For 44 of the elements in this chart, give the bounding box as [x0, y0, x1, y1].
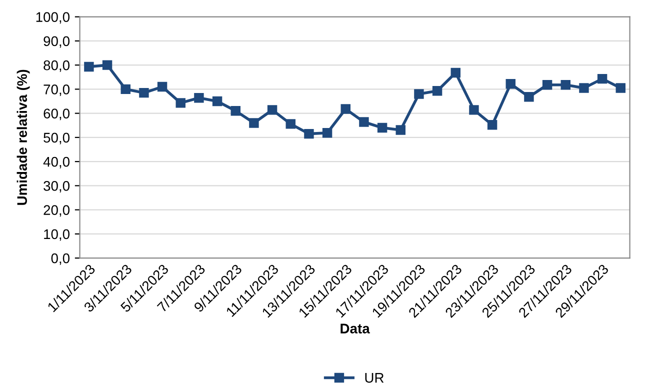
y-tick-label: 90,0: [44, 36, 70, 48]
point: [286, 119, 296, 129]
point: [487, 120, 498, 130]
legend-label: UR: [365, 373, 384, 383]
y-tick-label: 30,0: [44, 181, 70, 192]
y-tick-label: 40,0: [43, 156, 70, 168]
x-axis-title: Data: [340, 324, 370, 334]
point: [597, 74, 608, 84]
point: [340, 104, 350, 114]
point: [377, 122, 388, 133]
y-tick-label: 10,0: [44, 229, 70, 241]
y-tick-label: 60,0: [44, 108, 70, 120]
point: [432, 86, 442, 96]
point: [616, 83, 626, 93]
point: [359, 117, 369, 127]
point: [322, 128, 332, 138]
point: [249, 118, 259, 128]
point: [230, 106, 240, 116]
point: [469, 105, 479, 115]
point: [157, 82, 168, 92]
y-tick-label: 80,0: [44, 60, 70, 72]
y-tick-label: 70,0: [44, 84, 70, 96]
point: [414, 89, 424, 99]
point: [267, 105, 278, 115]
point: [524, 92, 534, 102]
point: [176, 98, 186, 108]
y-tick-label: 100,0: [36, 12, 70, 24]
point: [304, 128, 314, 139]
y-axis-title: Umidade relativa (%): [16, 70, 30, 205]
point: [212, 96, 222, 106]
point: [396, 125, 406, 135]
y-tick-label: 20,0: [44, 205, 70, 217]
point: [560, 80, 570, 90]
point: [139, 88, 149, 98]
point: [102, 60, 112, 70]
point: [120, 84, 130, 94]
point: [84, 62, 94, 72]
point: [542, 80, 552, 90]
point: [194, 93, 204, 103]
y-tick-label: 50,0: [44, 132, 70, 144]
y-tick-label: 0,0: [51, 253, 70, 265]
point: [579, 83, 589, 93]
point: [506, 79, 516, 89]
point: [450, 68, 460, 78]
